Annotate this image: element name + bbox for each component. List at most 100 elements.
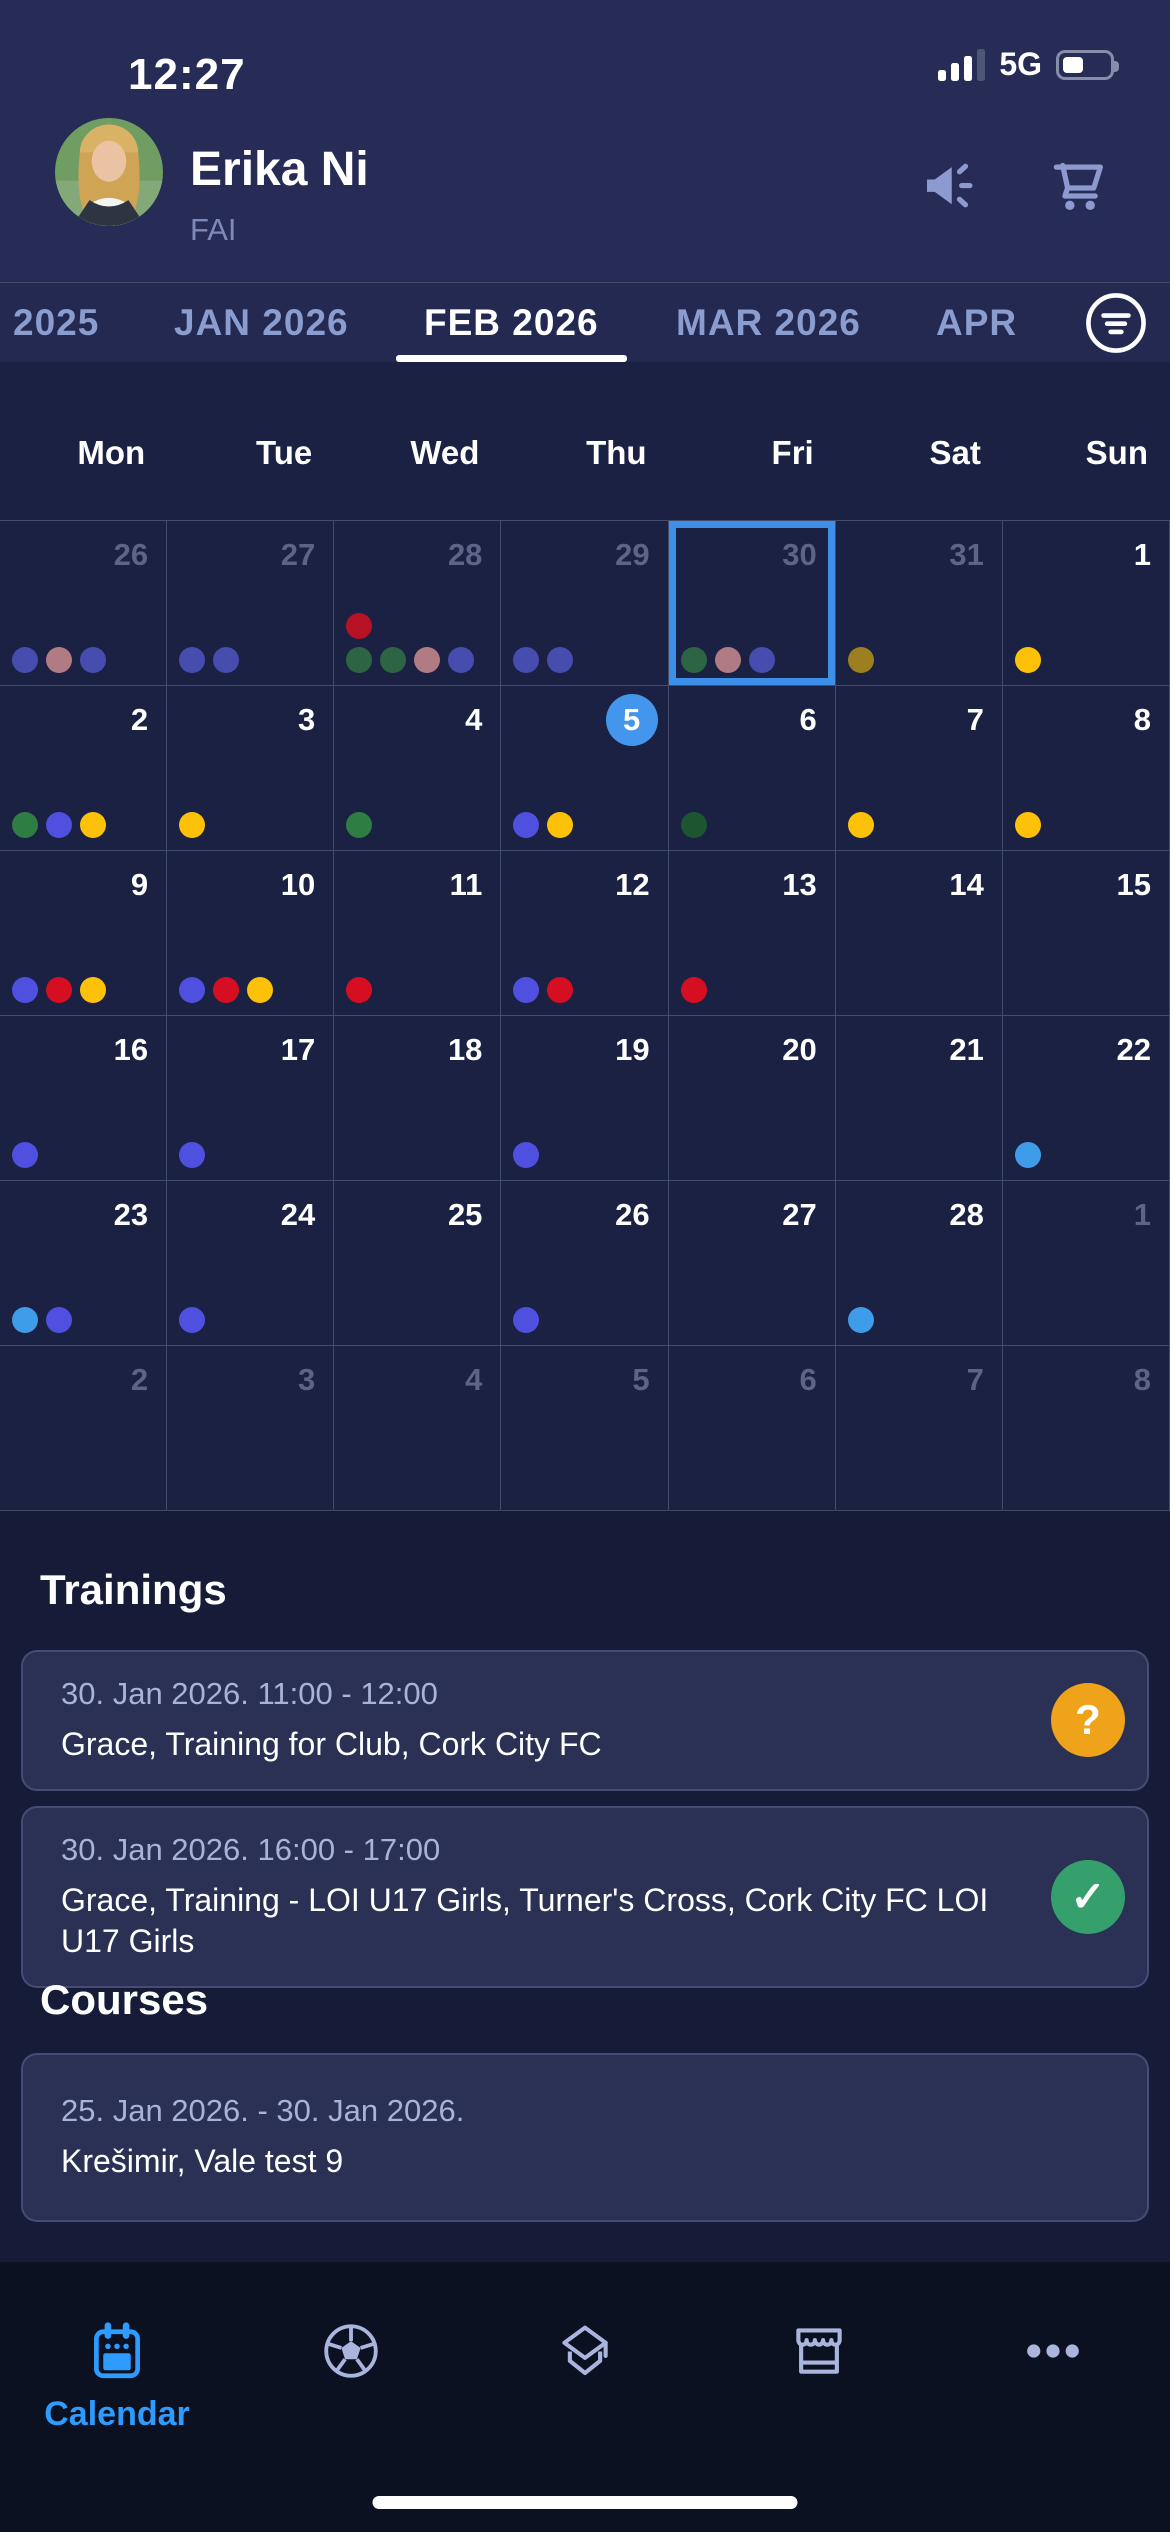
calendar-day-cell[interactable]: 28 xyxy=(334,521,502,686)
calendar-day-cell[interactable]: 7 xyxy=(835,1346,1003,1511)
status-question-badge[interactable]: ? xyxy=(1051,1683,1125,1758)
calendar-day-cell[interactable]: 10 xyxy=(167,851,335,1016)
event-time: 30. Jan 2026. 16:00 - 17:00 xyxy=(61,1831,441,1867)
nav-item-more[interactable] xyxy=(936,2262,1170,2532)
event-dot xyxy=(80,647,106,673)
app-header: Erika Ni FAI xyxy=(0,100,1170,283)
month-tab-bar: 2025 JAN 2026 FEB 2026 MAR 2026 APR xyxy=(0,283,1170,362)
calendar-day-cell[interactable]: 2 xyxy=(0,1346,168,1511)
day-number: 1 xyxy=(1133,537,1151,572)
calendar-day-cell[interactable]: 29 xyxy=(501,521,669,686)
avatar[interactable] xyxy=(55,118,163,226)
event-dot xyxy=(80,812,106,838)
training-card[interactable]: 30. Jan 2026. 16:00 - 17:00 Grace, Traini… xyxy=(21,1805,1149,1988)
calendar-day-cell[interactable]: 1 xyxy=(1002,521,1170,686)
day-number: 18 xyxy=(447,1032,483,1067)
calendar-day-cell[interactable]: 23 xyxy=(0,1181,168,1346)
calendar-day-cell[interactable]: 21 xyxy=(835,1016,1003,1181)
month-tab-2025[interactable]: 2025 xyxy=(13,301,100,343)
month-tab-apr[interactable]: APR xyxy=(936,301,1018,343)
event-dot xyxy=(12,647,38,673)
calendar-day-cell[interactable]: 4 xyxy=(334,686,502,851)
calendar-day-cell[interactable]: 5 xyxy=(501,686,669,851)
day-number: 13 xyxy=(782,867,817,902)
calendar-day-cell[interactable]: 25 xyxy=(334,1181,502,1346)
event-dots xyxy=(847,647,994,673)
calendar-day-cell[interactable]: 15 xyxy=(1002,851,1170,1016)
day-number: 7 xyxy=(966,702,984,737)
calendar-day-cell[interactable]: 19 xyxy=(501,1016,669,1181)
calendar-day-cell[interactable]: 24 xyxy=(167,1181,335,1346)
event-dot xyxy=(46,812,72,838)
event-dots xyxy=(680,812,827,838)
event-dots xyxy=(179,812,325,838)
month-tab-feb-2026[interactable]: FEB 2026 xyxy=(396,283,627,362)
calendar-day-cell[interactable]: 1 xyxy=(1002,1181,1170,1346)
calendar-day-cell[interactable]: 7 xyxy=(835,686,1003,851)
calendar-day-cell[interactable]: 8 xyxy=(1002,686,1170,851)
calendar-day-cell[interactable]: 13 xyxy=(668,851,836,1016)
training-card[interactable]: 30. Jan 2026. 11:00 - 12:00 Grace, Traini… xyxy=(21,1650,1149,1791)
event-time: 25. Jan 2026. - 30. Jan 2026. xyxy=(61,2093,465,2128)
day-number: 8 xyxy=(1133,702,1151,737)
event-dot xyxy=(847,1307,874,1333)
calendar-day-cell[interactable]: 17 xyxy=(167,1016,335,1181)
calendar-day-cell[interactable]: 18 xyxy=(334,1016,502,1181)
calendar-day-cell[interactable]: 20 xyxy=(668,1016,836,1181)
cart-icon[interactable] xyxy=(1044,152,1110,223)
calendar-day-cell[interactable]: 14 xyxy=(835,851,1003,1016)
calendar-day-cell[interactable]: 2 xyxy=(0,686,168,851)
avatar-photo xyxy=(55,118,163,226)
event-dots xyxy=(513,1307,659,1333)
calendar-day-cell[interactable]: 27 xyxy=(668,1181,836,1346)
day-number: 11 xyxy=(449,867,483,902)
day-number: 17 xyxy=(280,1032,316,1067)
nav-item-calendar[interactable]: Calendar xyxy=(0,2262,234,2532)
event-dot xyxy=(1014,1142,1041,1168)
day-number: 3 xyxy=(298,1362,316,1397)
filter-icon[interactable] xyxy=(1084,291,1148,355)
event-dots xyxy=(513,647,659,673)
calendar-day-cell[interactable]: 28 xyxy=(835,1181,1003,1346)
day-number: 15 xyxy=(1116,867,1151,902)
weekday-header-row: Mon Tue Wed Thu Fri Sat Sun xyxy=(0,362,1170,520)
calendar-day-cell[interactable]: 3 xyxy=(167,686,335,851)
calendar-day-cell[interactable]: 8 xyxy=(1002,1346,1170,1511)
calendar-day-cell[interactable]: 6 xyxy=(668,1346,836,1511)
event-dots xyxy=(179,1307,325,1333)
calendar-icon xyxy=(84,2318,150,2389)
event-dot xyxy=(748,647,775,673)
calendar-day-cell[interactable]: 27 xyxy=(167,521,335,686)
nav-item-graduation[interactable] xyxy=(468,2262,702,2532)
calendar-day-cell[interactable]: 11 xyxy=(334,851,502,1016)
event-dots xyxy=(680,647,827,673)
calendar-day-cell-selected[interactable]: 30 xyxy=(668,521,836,686)
calendar-day-cell[interactable]: 26 xyxy=(0,521,168,686)
event-dot xyxy=(179,1307,206,1333)
calendar-day-cell[interactable]: 5 xyxy=(501,1346,669,1511)
calendar-day-cell[interactable]: 31 xyxy=(835,521,1003,686)
event-dot xyxy=(179,812,206,838)
nav-item-store[interactable] xyxy=(702,2262,936,2532)
event-dot xyxy=(680,977,707,1003)
month-tab-jan-2026[interactable]: JAN 2026 xyxy=(174,301,349,343)
calendar-day-cell[interactable]: 6 xyxy=(668,686,836,851)
event-dots xyxy=(847,812,994,838)
calendar-day-cell[interactable]: 3 xyxy=(167,1346,335,1511)
nav-item-football[interactable] xyxy=(234,2262,468,2532)
weekday-label: Fri xyxy=(771,434,814,471)
calendar-day-cell[interactable]: 22 xyxy=(1002,1016,1170,1181)
calendar-day-cell[interactable]: 16 xyxy=(0,1016,168,1181)
event-title: Grace, Training - LOI U17 Girls, Turner'… xyxy=(61,1881,989,1959)
day-number: 5 xyxy=(632,1362,650,1397)
course-card[interactable]: 25. Jan 2026. - 30. Jan 2026. Krešimir, V… xyxy=(21,2053,1149,2222)
calendar-day-cell[interactable]: 26 xyxy=(501,1181,669,1346)
calendar-day-cell[interactable]: 12 xyxy=(501,851,669,1016)
month-tab-mar-2026[interactable]: MAR 2026 xyxy=(676,301,861,343)
calendar-day-cell[interactable]: 4 xyxy=(334,1346,502,1511)
home-indicator[interactable] xyxy=(372,2496,798,2509)
weekday-label: Sun xyxy=(1085,434,1148,471)
status-check-badge[interactable]: ✓ xyxy=(1051,1859,1125,1934)
calendar-day-cell[interactable]: 9 xyxy=(0,851,168,1016)
announcements-icon[interactable] xyxy=(916,152,982,223)
